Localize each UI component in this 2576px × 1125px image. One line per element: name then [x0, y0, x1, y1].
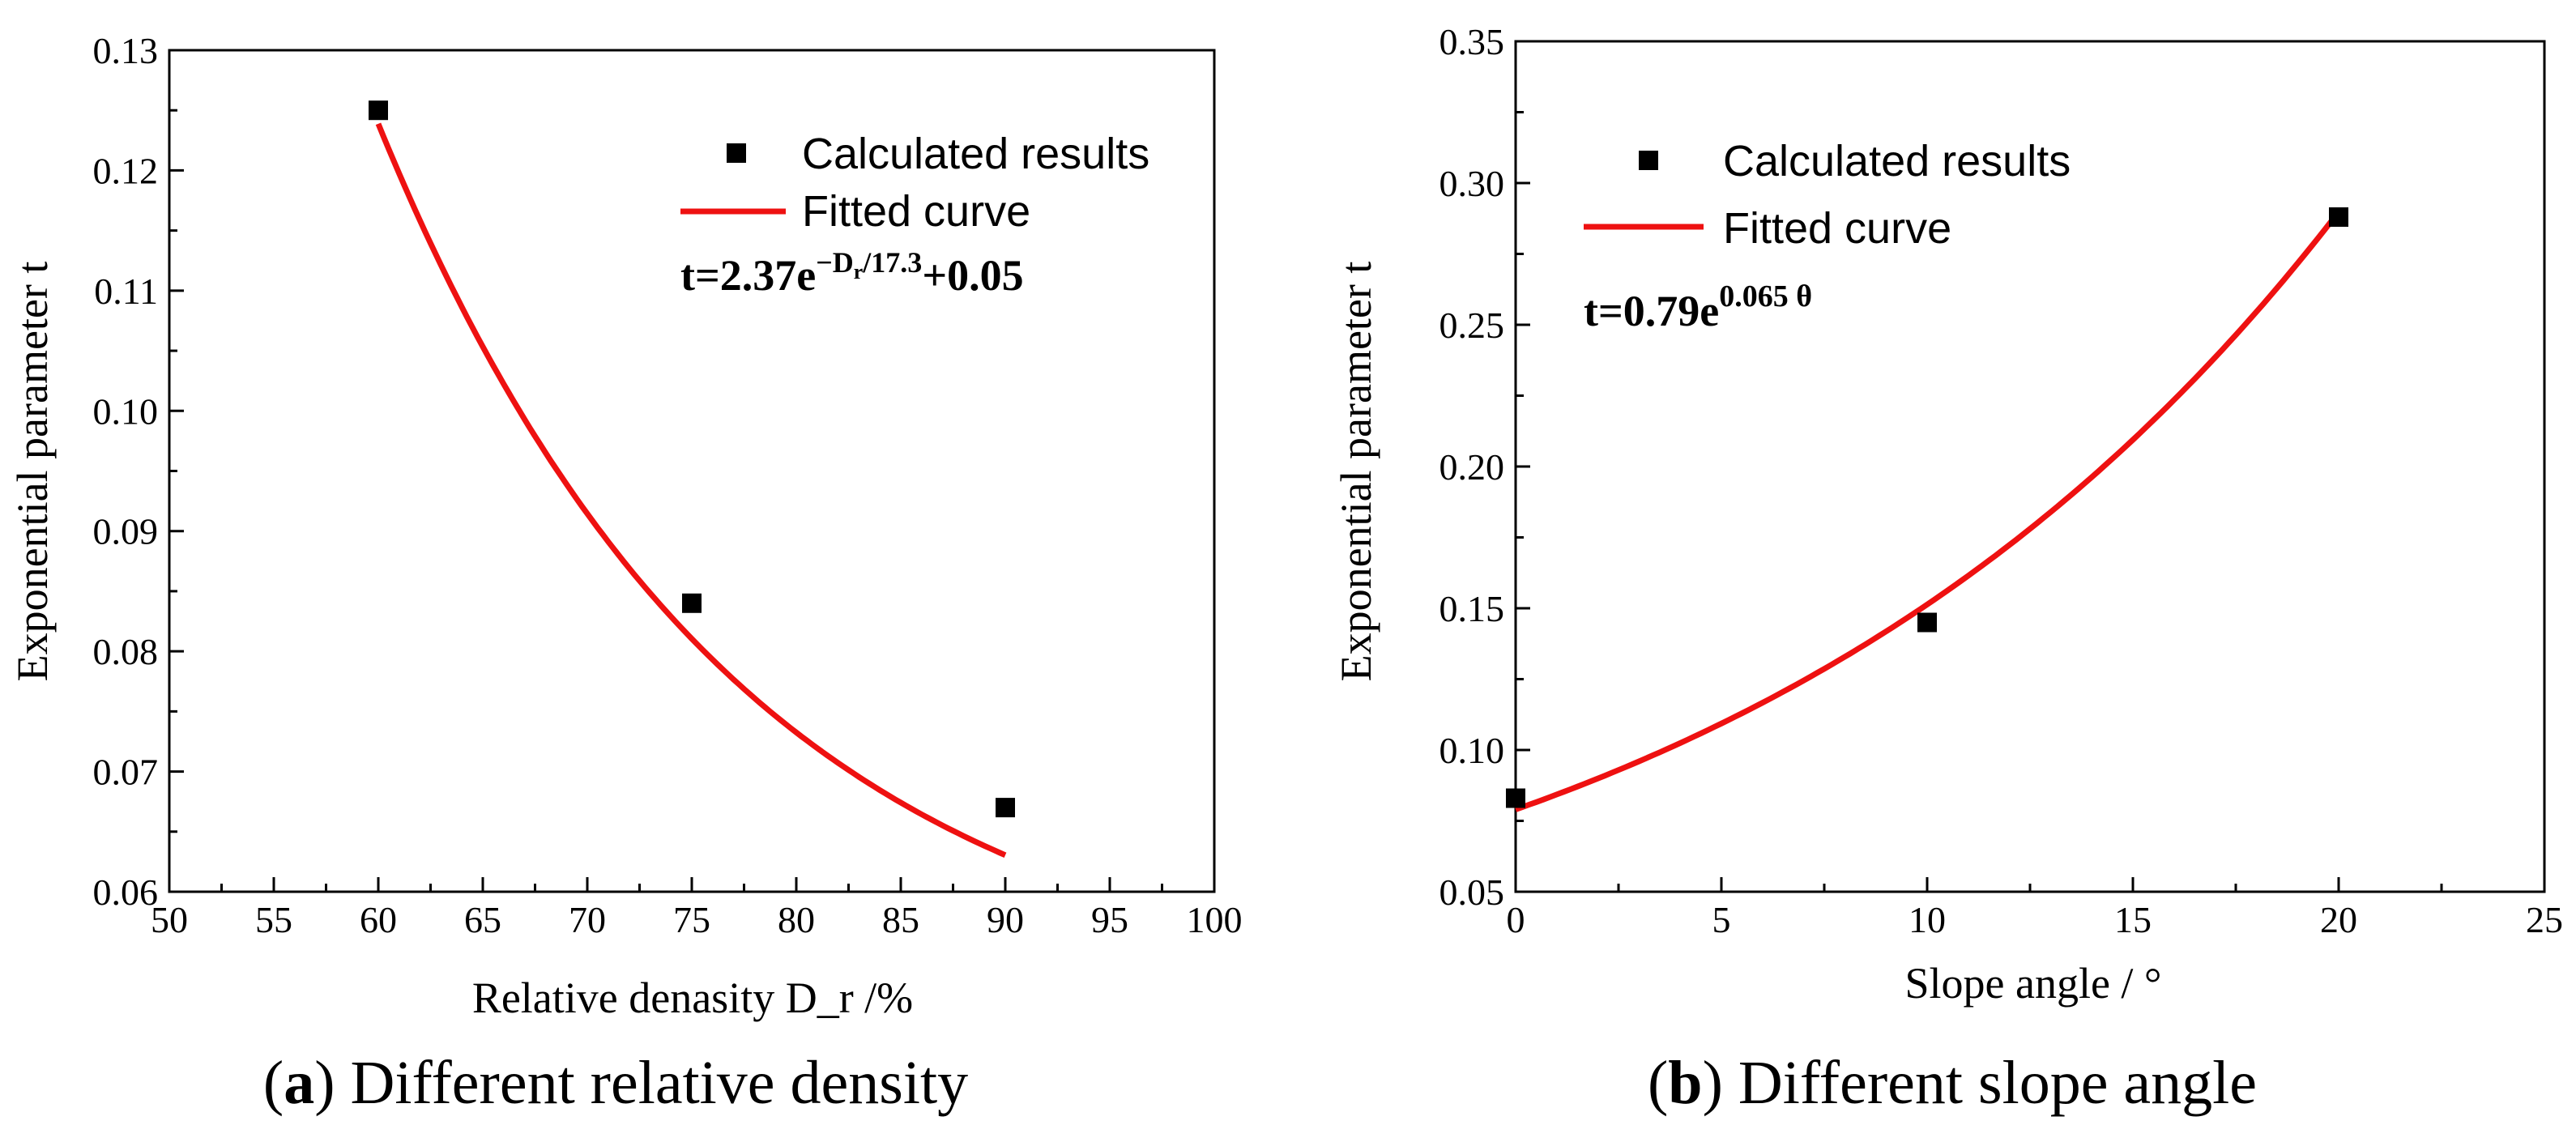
- chart-panel-a: 50 55 60 65 70 75 80 85 90 95 100 0.06 0.07 0.08 0.09…: [8, 30, 1243, 1117]
- y-tick-labels-b: 0.05 0.10 0.15 0.20 0.25 0.30 0.35: [1439, 21, 1505, 913]
- x-tick-label-a-2: 60: [360, 899, 397, 940]
- y-tick-label-b-6: 0.35: [1439, 21, 1505, 62]
- y-tick-label-a-1: 0.07: [93, 752, 159, 793]
- x-tick-label-b-3: 15: [2114, 899, 2152, 940]
- x-tick-label-a-0: 50: [151, 899, 188, 940]
- x-tick-label-a-3: 65: [464, 899, 501, 940]
- caption-label-a: a: [284, 1049, 314, 1117]
- x-tick-label-a-4: 70: [569, 899, 606, 940]
- y-axis-title-a: Exponential parameter t: [8, 262, 57, 682]
- legend-marker-square-a: [727, 143, 746, 163]
- data-point-b-0: [1506, 788, 1525, 808]
- y-tick-label-b-4: 0.25: [1439, 305, 1505, 346]
- y-tick-label-a-2: 0.08: [93, 631, 159, 672]
- x-tick-label-a-7: 85: [882, 899, 919, 940]
- y-tick-label-a-6: 0.12: [93, 150, 159, 191]
- ticks-b: [1514, 40, 2546, 893]
- ticks-a: [168, 49, 1216, 893]
- fitted-curve-b: [1514, 210, 2341, 812]
- x-tick-label-b-0: 0: [1507, 899, 1525, 940]
- y-tick-label-a-7: 0.13: [93, 30, 159, 71]
- x-tick-label-b-1: 5: [1712, 899, 1731, 940]
- data-points-a: [369, 100, 1015, 818]
- y-tick-label-b-1: 0.10: [1439, 730, 1505, 771]
- data-point-a-0: [369, 100, 388, 121]
- x-tick-label-b-2: 10: [1909, 899, 1946, 940]
- legend-marker-square-b: [1639, 151, 1658, 170]
- x-tick-label-a-9: 95: [1091, 899, 1128, 940]
- x-axis-title-b: Slope angle / °: [1904, 959, 2161, 1008]
- data-point-b-2: [2329, 207, 2348, 227]
- caption-a: (a) Different relative density: [263, 1049, 968, 1117]
- caption-text-b: Different slope angle: [1738, 1049, 2257, 1117]
- caption-b: (b) Different slope angle: [1648, 1049, 2257, 1117]
- x-tick-label-a-8: 90: [987, 899, 1024, 940]
- x-tick-label-a-5: 75: [673, 899, 710, 940]
- x-tick-label-a-10: 100: [1187, 899, 1243, 940]
- data-point-a-2: [996, 798, 1015, 818]
- x-tick-labels-b: 0 5 10 15 20 25: [1507, 899, 2564, 940]
- equation-exponent-tail-a: /17.3: [862, 246, 922, 279]
- legend-label-fitted-b: Fitted curve: [1723, 204, 1951, 253]
- legend-label-calculated-b: Calculated results: [1723, 137, 2071, 185]
- y-tick-label-a-5: 0.11: [94, 271, 158, 312]
- x-tick-label-a-1: 55: [255, 899, 292, 940]
- equation-tail-a: +0.05: [922, 251, 1023, 300]
- equation-exponent-a: −D: [816, 246, 854, 279]
- x-tick-label-b-5: 25: [2526, 899, 2563, 940]
- x-axis-title-a: Relative denasity D_r /%: [472, 974, 913, 1022]
- legend-b: Calculated results Fitted curve: [1584, 137, 2071, 253]
- equation-exponent-sub-a: r: [854, 260, 864, 283]
- data-point-a-1: [682, 593, 702, 613]
- equation-base-b: t=0.79e: [1584, 287, 1719, 335]
- equation-base-a: t=2.37e: [680, 251, 816, 300]
- y-tick-label-b-3: 0.20: [1439, 446, 1505, 488]
- legend-a: Calculated results Fitted curve: [680, 130, 1149, 236]
- caption-text-a: Different relative density: [351, 1049, 969, 1117]
- data-points-b: [1506, 207, 2348, 808]
- x-tick-labels-a: 50 55 60 65 70 75 80 85 90 95 100: [151, 899, 1243, 940]
- legend-label-calculated-a: Calculated results: [802, 130, 1149, 178]
- y-tick-label-a-3: 0.09: [93, 511, 159, 552]
- caption-label-b: b: [1668, 1049, 1702, 1117]
- y-tick-label-b-2: 0.15: [1439, 588, 1505, 629]
- x-tick-label-a-6: 80: [778, 899, 815, 940]
- fit-equation-a: t=2.37e−Dr/17.3+0.05: [680, 246, 1024, 300]
- equation-exponent-b: 0.065 θ: [1719, 279, 1812, 313]
- fitted-curve-a: [375, 122, 1007, 859]
- y-tick-label-b-5: 0.30: [1439, 163, 1505, 204]
- y-tick-label-b-0: 0.05: [1439, 871, 1505, 913]
- y-tick-label-a-0: 0.06: [93, 871, 159, 913]
- y-tick-labels-a: 0.06 0.07 0.08 0.09 0.10 0.11 0.12 0.13: [93, 30, 159, 913]
- data-point-b-1: [1917, 612, 1937, 633]
- y-tick-label-a-4: 0.10: [93, 390, 159, 432]
- fit-equation-b: t=0.79e0.065 θ: [1584, 279, 1812, 335]
- chart-panel-b: 0 5 10 15 20 25 0.050.100.150.200.250.300.35 …: [1332, 21, 2563, 1117]
- x-tick-label-b-4: 20: [2320, 899, 2357, 940]
- legend-label-fitted-a: Fitted curve: [802, 187, 1030, 236]
- y-axis-title-b: Exponential parameter t: [1332, 262, 1380, 682]
